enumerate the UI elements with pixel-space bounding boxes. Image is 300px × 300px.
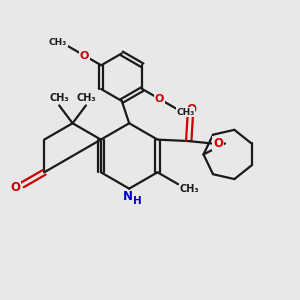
Text: N: N — [123, 190, 133, 203]
Text: O: O — [213, 137, 224, 150]
Text: O: O — [187, 103, 197, 116]
Text: O: O — [10, 182, 20, 194]
Text: O: O — [80, 51, 89, 61]
Text: CH₃: CH₃ — [180, 184, 200, 194]
Text: CH₃: CH₃ — [50, 93, 69, 103]
Text: CH₃: CH₃ — [49, 38, 67, 47]
Text: CH₃: CH₃ — [76, 93, 96, 103]
Text: O: O — [154, 94, 164, 104]
Text: H: H — [133, 196, 142, 206]
Text: CH₃: CH₃ — [176, 108, 195, 117]
